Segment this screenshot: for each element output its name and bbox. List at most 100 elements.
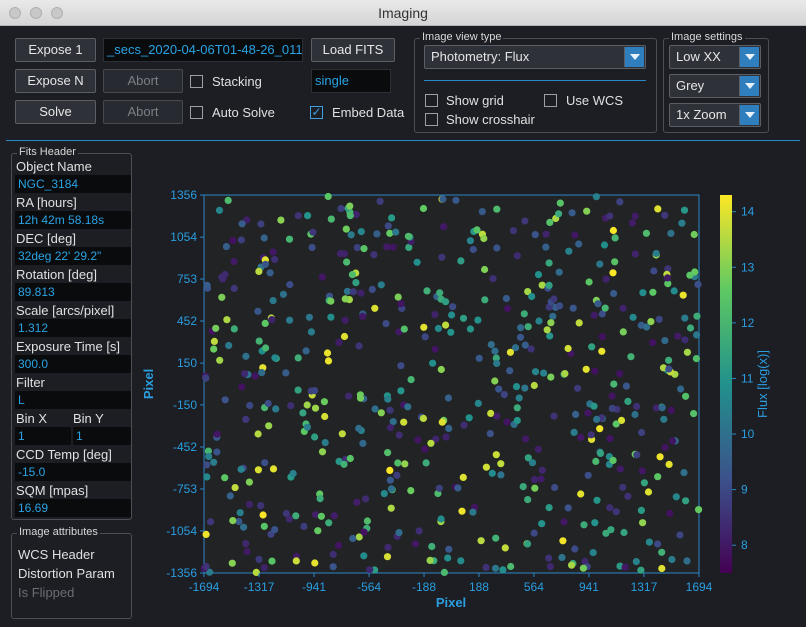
rotation-value: 89.813 [15, 283, 131, 301]
colorbar [720, 195, 732, 573]
star-point [664, 265, 672, 273]
star-point [693, 331, 701, 339]
x-tick-label: 1317 [631, 580, 658, 594]
auto-solve-checkbox[interactable] [190, 106, 203, 119]
star-point [384, 222, 392, 230]
use-wcs-checkbox[interactable] [544, 94, 557, 107]
star-point [212, 324, 220, 332]
zoom-window-icon[interactable] [51, 7, 63, 19]
star-point [582, 365, 590, 373]
color-select[interactable]: Grey [669, 74, 761, 98]
star-point [303, 423, 311, 431]
star-point [449, 303, 457, 311]
star-point [440, 223, 448, 231]
stacking-checkbox[interactable] [190, 75, 203, 88]
star-point [394, 459, 402, 467]
abort-expose-button[interactable]: Abort [103, 69, 183, 93]
colorbar-tick-label: 12 [741, 316, 755, 330]
x-tick-label: -564 [357, 580, 381, 594]
star-point [258, 369, 266, 377]
star-point [202, 562, 210, 571]
star-point [667, 406, 675, 414]
star-point [454, 484, 462, 492]
star-point [360, 528, 368, 536]
star-point [655, 315, 663, 323]
star-point [221, 396, 229, 404]
star-point [555, 210, 563, 218]
star-point [509, 227, 518, 235]
star-point [612, 508, 620, 516]
star-point [668, 555, 676, 564]
star-point [521, 217, 529, 225]
star-point [551, 483, 559, 492]
star-point [550, 295, 558, 303]
star-point [346, 212, 354, 220]
star-point [610, 289, 618, 298]
star-point [285, 515, 293, 523]
star-point [474, 316, 482, 324]
star-point [491, 347, 499, 355]
star-point [435, 484, 443, 492]
star-point [287, 402, 295, 410]
star-point [628, 219, 637, 227]
view-type-select[interactable]: Photometry: Flux [424, 45, 646, 69]
star-point [495, 385, 503, 393]
star-point [457, 557, 465, 565]
star-point [639, 289, 647, 297]
x-tick-label: -1694 [189, 580, 220, 594]
star-point [579, 564, 587, 572]
star-point [568, 209, 576, 217]
star-point [592, 193, 600, 201]
solve-button[interactable]: Solve [15, 100, 96, 124]
star-point [507, 562, 515, 571]
star-point [300, 522, 308, 530]
minimize-window-icon[interactable] [30, 7, 42, 19]
star-point [654, 540, 662, 548]
star-point [260, 564, 268, 572]
object-name-value: NGC_3184 [15, 175, 131, 193]
star-point [366, 566, 374, 574]
star-point [373, 230, 381, 238]
show-grid-label: Show grid [446, 93, 504, 108]
star-point [329, 550, 337, 559]
star-point [506, 348, 514, 356]
star-point [341, 295, 349, 303]
expose-1-button[interactable]: Expose 1 [15, 38, 96, 62]
star-point [294, 386, 302, 394]
zoom-select[interactable]: 1x Zoom [669, 103, 761, 127]
star-point [355, 533, 363, 541]
embed-data-checkbox[interactable]: ✓ [310, 105, 323, 119]
star-point [555, 268, 563, 276]
star-point [590, 402, 598, 410]
show-crosshair-checkbox[interactable] [425, 113, 438, 126]
filename-field[interactable]: _secs_2020-04-06T01-48-26_011 [103, 38, 303, 62]
abort-solve-button[interactable]: Abort [103, 100, 183, 124]
star-point [370, 251, 378, 259]
star-point [225, 341, 233, 350]
star-point [549, 312, 557, 320]
star-point [235, 517, 243, 526]
star-point [638, 467, 646, 475]
colorbar-tick-label: 11 [741, 371, 754, 385]
expose-n-button[interactable]: Expose N [15, 69, 96, 93]
load-fits-button[interactable]: Load FITS [311, 38, 395, 62]
star-point [321, 439, 329, 447]
star-point [602, 529, 610, 537]
stretch-value: Low XX [676, 49, 721, 64]
distortion-param-label: Distortion Param [18, 566, 115, 581]
show-grid-checkbox[interactable] [425, 94, 438, 107]
stretch-select[interactable]: Low XX [669, 45, 761, 69]
star-point [664, 280, 672, 288]
stack-mode-field[interactable]: single [311, 69, 391, 93]
exposure-label: Exposure Time [s] [16, 339, 121, 354]
star-point [583, 207, 591, 215]
star-point [611, 258, 619, 266]
star-point [493, 244, 501, 252]
close-window-icon[interactable] [9, 7, 21, 19]
photometry-scatter-plot[interactable]: -1694 -1317 -941 -564 -188 188 564 941 1317 1694 … [137, 160, 777, 610]
star-point [643, 323, 651, 331]
chevron-down-icon [739, 47, 759, 67]
star-point [426, 556, 434, 564]
star-point [665, 460, 673, 468]
star-point [545, 504, 553, 512]
